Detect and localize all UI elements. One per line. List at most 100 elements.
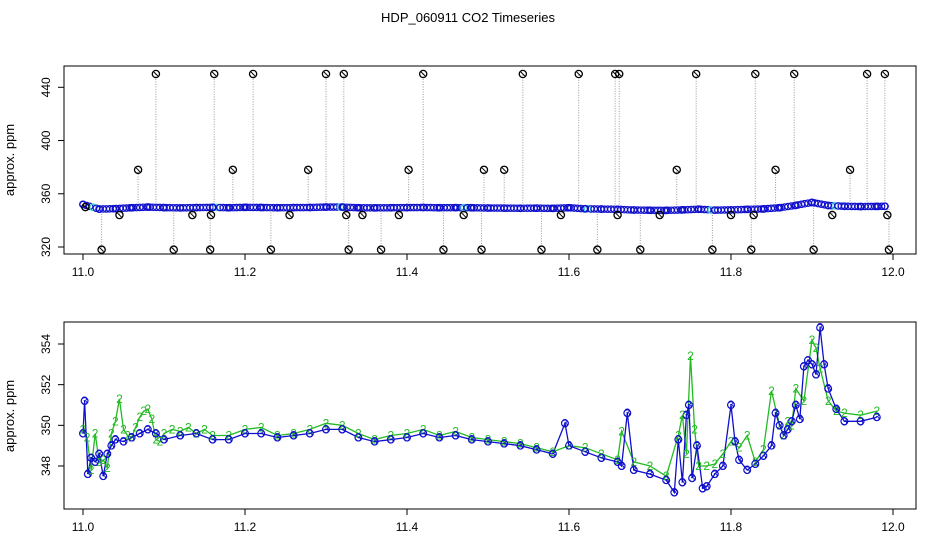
top-outlier-point	[81, 202, 90, 212]
top-outlier-point	[248, 69, 258, 79]
top-outlier-point	[862, 69, 872, 79]
bottom-marker-label: 3	[274, 431, 281, 445]
bottom-marker-label: 3	[797, 412, 804, 426]
top-outlier-point	[614, 69, 624, 79]
top-outlier-point	[209, 69, 219, 79]
bottom-series-point	[532, 445, 541, 454]
bottom-series-point	[726, 401, 735, 410]
bottom-series-point	[257, 429, 266, 438]
bottom-series-point	[581, 447, 590, 456]
bottom-series-point	[87, 453, 96, 462]
top-outlier-cross	[305, 167, 311, 173]
top-outlier-cross	[406, 167, 411, 173]
top-outlier-point	[151, 69, 161, 79]
top-outlier-point	[321, 69, 331, 79]
bottom-marker-label: 2	[703, 459, 710, 473]
top-series-point	[484, 204, 492, 212]
bottom-series-point	[771, 409, 780, 418]
bottom-marker-label: 3	[780, 429, 787, 443]
bottom-marker-label: 3	[355, 431, 362, 445]
top-outlier-cross	[637, 247, 643, 253]
bottom-marker-label: 2	[108, 426, 115, 440]
top-outlier-point	[708, 245, 717, 254]
bottom-marker-label: 3	[96, 447, 103, 461]
top-outlier-point	[266, 245, 276, 254]
bottom-series-point	[564, 441, 573, 450]
top-x-tick-label: 11.0	[72, 265, 95, 279]
bottom-series-point	[751, 459, 760, 468]
bottom-marker-label: 3	[420, 426, 427, 440]
bottom-series-point	[99, 472, 108, 481]
top-outlier-point	[228, 165, 238, 175]
bottom-x-tick-label: 11.4	[396, 520, 419, 534]
bottom-marker-label: 3	[841, 414, 848, 428]
bottom-marker-label: 2	[355, 426, 362, 440]
top-outlier-point	[828, 210, 837, 220]
bottom-series-point	[820, 360, 829, 369]
top-outlier-point	[749, 210, 758, 220]
bottom-marker-label: 2	[809, 333, 816, 347]
bottom-marker-label: 2	[452, 424, 459, 438]
bottom-marker-label: 2	[290, 426, 297, 440]
bottom-marker-label: 3	[485, 435, 492, 449]
bottom-marker-label: 2	[157, 435, 164, 449]
top-outlier-cross	[811, 247, 816, 253]
top-outlier-cross	[674, 167, 680, 173]
bottom-series-point	[484, 437, 493, 446]
bottom-marker-label: 2	[153, 433, 160, 447]
bottom-series-point	[95, 449, 104, 458]
bottom-marker-label: 2	[185, 420, 192, 434]
bottom-series-point	[682, 411, 691, 420]
bottom-marker-label: 2	[169, 422, 176, 436]
top-y-tick-label: 440	[39, 77, 53, 97]
bottom-marker-label: 2	[161, 426, 168, 440]
top-series-point	[808, 198, 816, 207]
top-series-point	[629, 206, 638, 214]
top-series-point	[759, 205, 768, 213]
top-outlier-cross	[153, 71, 159, 77]
top-outlier-point	[883, 210, 892, 220]
bottom-series-point	[767, 441, 776, 450]
bottom-series-point	[692, 441, 701, 450]
bottom-marker-label: 2	[801, 394, 808, 408]
bottom-marker-label: 3	[671, 485, 678, 499]
bottom-series-line	[82, 337, 877, 478]
bottom-y-axis-label: approx. ppm	[2, 380, 17, 452]
top-outlier-cross	[501, 167, 507, 173]
bottom-marker-label: 3	[873, 410, 880, 424]
bottom-plot-frame	[63, 321, 917, 510]
top-series-point	[289, 203, 298, 212]
top-y-tick-label: 360	[39, 183, 53, 203]
top-x-tick-label: 11.6	[558, 265, 581, 279]
top-outlier-point	[285, 210, 294, 220]
top-series-point	[678, 205, 687, 214]
top-series-point	[208, 203, 217, 212]
top-outlier-cross	[864, 71, 870, 77]
bottom-marker-label: 3	[694, 439, 701, 453]
bottom-marker-label: 2	[833, 404, 840, 418]
bottom-series-point	[674, 435, 683, 444]
top-outlier-cross	[657, 212, 663, 218]
bottom-marker-label: 2	[96, 455, 103, 469]
bottom-marker-label: 2	[728, 435, 735, 449]
bottom-marker-label: 2	[752, 455, 759, 469]
bottom-marker-label: 3	[809, 357, 816, 371]
bottom-series-point	[435, 433, 444, 442]
top-series-point	[338, 203, 347, 211]
bottom-series-point	[840, 417, 849, 426]
bottom-marker-label: 2	[193, 426, 200, 440]
top-outlier-cross	[441, 247, 446, 253]
bottom-marker-label: 3	[144, 422, 151, 436]
top-outlier-cross	[323, 71, 329, 77]
top-series-point	[613, 205, 622, 214]
bottom-series-point	[386, 435, 395, 444]
bottom-marker-label: 2	[517, 437, 524, 451]
top-series-point	[565, 203, 573, 212]
top-outlier-point	[344, 245, 353, 254]
bottom-marker-label: 2	[404, 426, 411, 440]
bottom-series-point	[160, 435, 169, 444]
bottom-marker-label: 3	[776, 418, 783, 432]
top-outlier-point	[574, 69, 583, 79]
bottom-marker-label: 2	[598, 447, 605, 461]
top-outlier-point	[537, 245, 546, 254]
